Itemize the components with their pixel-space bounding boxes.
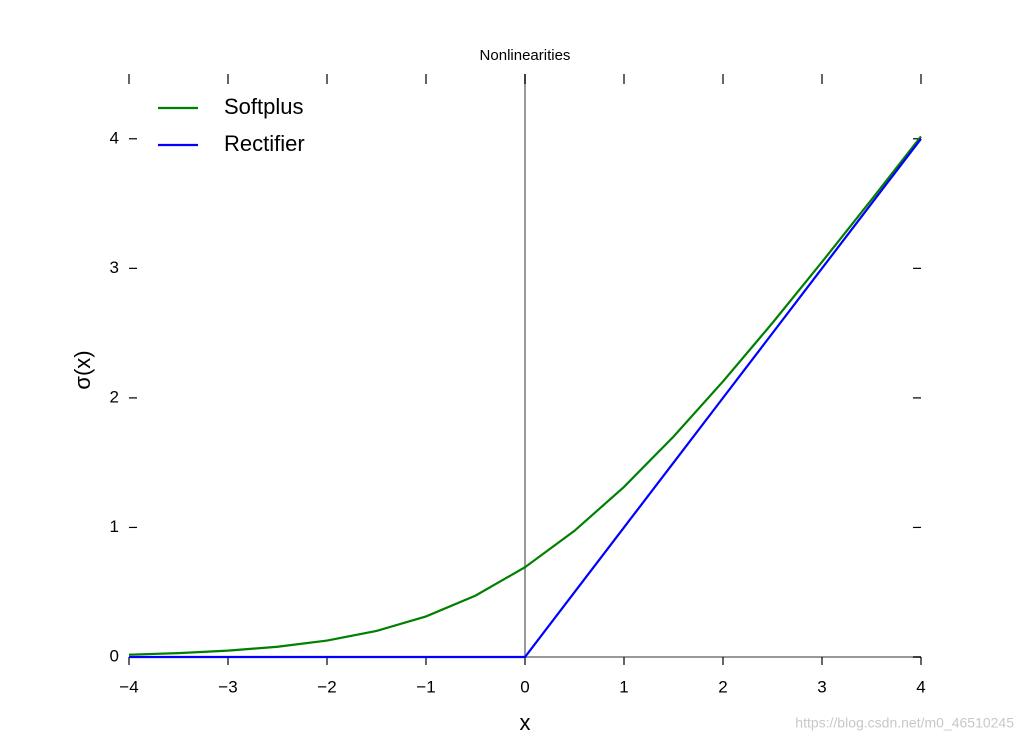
y-tick-label: 3 (110, 258, 119, 277)
series-line (129, 138, 922, 659)
y-tick-label: 0 (110, 646, 119, 665)
x-tick-label: −1 (416, 677, 435, 696)
legend-label: Rectifier (224, 131, 305, 156)
x-tick-label: 3 (817, 677, 826, 696)
y-tick-label: 4 (110, 128, 119, 147)
series-line (128, 135, 922, 656)
y-axis-label: σ(x) (70, 350, 95, 389)
x-tick-label: −3 (218, 677, 237, 696)
x-tick-label: 0 (520, 677, 529, 696)
chart-title: Nonlinearities (480, 47, 571, 64)
watermark: https://blog.csdn.net/m0_46510245 (795, 715, 1014, 731)
x-tick-label: 2 (718, 677, 727, 696)
y-tick-label: 2 (110, 387, 119, 406)
legend-label: Softplus (224, 94, 304, 119)
y-tick-label: 1 (110, 517, 119, 536)
x-axis-label: x (520, 710, 531, 735)
x-tick-label: 4 (916, 677, 925, 696)
x-tick-label: −4 (119, 677, 138, 696)
x-tick-label: −2 (317, 677, 336, 696)
x-tick-label: 1 (619, 677, 628, 696)
